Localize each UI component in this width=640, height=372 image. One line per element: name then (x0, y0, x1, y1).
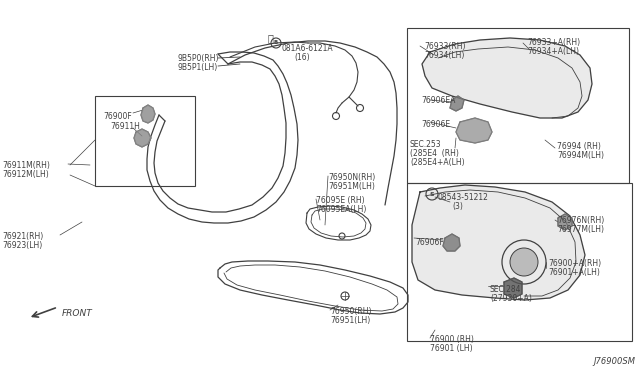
Text: (3): (3) (452, 202, 463, 211)
Text: 76933(RH): 76933(RH) (424, 42, 465, 51)
Text: SEC.253: SEC.253 (410, 140, 442, 149)
Bar (407, 183, 632, 341)
Text: 76906EA: 76906EA (421, 96, 456, 105)
Text: 76095E (RH): 76095E (RH) (316, 196, 365, 205)
Text: 9B5P0(RH): 9B5P0(RH) (178, 54, 220, 63)
Text: 76900 (RH): 76900 (RH) (430, 335, 474, 344)
Polygon shape (443, 234, 460, 251)
Circle shape (510, 248, 538, 276)
Polygon shape (134, 129, 151, 147)
Text: 08543-51212: 08543-51212 (437, 193, 488, 202)
Polygon shape (450, 96, 464, 111)
Text: 76901+A(LH): 76901+A(LH) (548, 268, 600, 277)
Text: 76901 (LH): 76901 (LH) (430, 344, 472, 353)
Text: 76977M(LH): 76977M(LH) (557, 225, 604, 234)
Bar (407, 28, 629, 183)
Text: 76933+A(RH): 76933+A(RH) (527, 38, 580, 47)
Text: Ⓑ: Ⓑ (267, 33, 273, 43)
Text: 76976N(RH): 76976N(RH) (557, 216, 604, 225)
Text: J76900SM: J76900SM (593, 357, 635, 366)
Text: 9B5P1(LH): 9B5P1(LH) (178, 63, 218, 72)
Text: 76994M(LH): 76994M(LH) (557, 151, 604, 160)
Text: 76911H: 76911H (110, 122, 140, 131)
Polygon shape (504, 278, 522, 298)
Text: B: B (274, 41, 278, 45)
Text: 76911M(RH): 76911M(RH) (2, 161, 50, 170)
Text: 76906F: 76906F (415, 238, 444, 247)
Text: S: S (429, 192, 435, 196)
Text: (285E4  (RH): (285E4 (RH) (410, 149, 459, 158)
Text: 76951M(LH): 76951M(LH) (328, 182, 375, 191)
Text: SEC.284: SEC.284 (490, 285, 522, 294)
Text: 76950N(RH): 76950N(RH) (328, 173, 375, 182)
Text: (16): (16) (294, 53, 310, 62)
Text: 76900F: 76900F (103, 112, 132, 121)
Text: 76912M(LH): 76912M(LH) (2, 170, 49, 179)
Polygon shape (558, 214, 572, 230)
Text: FRONT: FRONT (62, 309, 93, 318)
Text: 76900+A(RH): 76900+A(RH) (548, 259, 601, 268)
Text: 76923(LH): 76923(LH) (2, 241, 42, 250)
Polygon shape (456, 118, 492, 143)
Text: 76934+A(LH): 76934+A(LH) (527, 47, 579, 56)
Text: 76951(LH): 76951(LH) (330, 316, 371, 325)
Text: (27930+A): (27930+A) (490, 294, 532, 303)
Polygon shape (422, 38, 592, 118)
Text: 76950(RH): 76950(RH) (330, 307, 371, 316)
Text: 76921(RH): 76921(RH) (2, 232, 44, 241)
Text: 76095EA(LH): 76095EA(LH) (316, 205, 366, 214)
Polygon shape (141, 105, 155, 123)
Text: (285E4+A(LH): (285E4+A(LH) (410, 158, 465, 167)
Polygon shape (412, 185, 585, 300)
Text: 76906E: 76906E (421, 120, 450, 129)
Text: 76934(LH): 76934(LH) (424, 51, 465, 60)
Bar (95, 96, 195, 186)
Text: 081A6-6121A: 081A6-6121A (282, 44, 333, 53)
Text: 76994 (RH): 76994 (RH) (557, 142, 601, 151)
